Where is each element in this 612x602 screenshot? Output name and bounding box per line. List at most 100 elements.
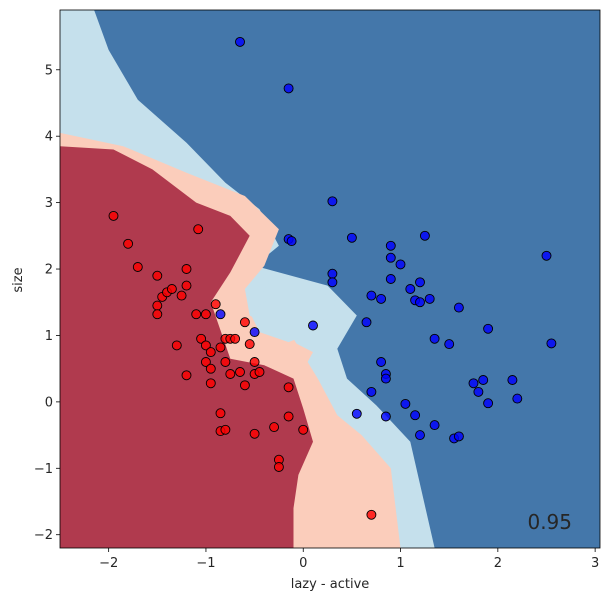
red-point-42 bbox=[273, 462, 284, 472]
scatter-points bbox=[108, 36, 557, 520]
y-tick-label-2: 0 bbox=[45, 395, 53, 410]
blue-point-1 bbox=[283, 83, 294, 94]
red-point-36 bbox=[249, 357, 260, 367]
x-tick-label-1: −1 bbox=[196, 556, 215, 571]
red-point-23 bbox=[215, 342, 226, 353]
blue-point-44 bbox=[478, 375, 489, 385]
red-point-13 bbox=[181, 370, 192, 381]
red-point-32 bbox=[235, 367, 245, 377]
blue-point-9 bbox=[385, 252, 396, 263]
red-point-24 bbox=[215, 408, 226, 419]
red-point-45 bbox=[298, 424, 309, 435]
red-point-3 bbox=[152, 270, 163, 281]
red-point-31 bbox=[230, 333, 241, 344]
red-point-20 bbox=[205, 363, 216, 374]
red-point-14 bbox=[191, 309, 202, 320]
x-axis-label: lazy - active bbox=[291, 577, 370, 592]
y-tick-label-6: 4 bbox=[45, 130, 53, 145]
blue-point-26 bbox=[546, 338, 557, 349]
red-point-43 bbox=[283, 382, 294, 393]
blue-point-10 bbox=[395, 259, 406, 270]
red-point-4 bbox=[152, 300, 163, 311]
blue-point-32 bbox=[380, 373, 391, 384]
red-point-38 bbox=[254, 367, 265, 377]
blue-point-42 bbox=[468, 378, 479, 389]
blue-point-37 bbox=[410, 410, 421, 421]
x-tick-label-2: 0 bbox=[299, 556, 307, 571]
red-point-16 bbox=[200, 309, 211, 320]
x-tick-label-3: 1 bbox=[396, 556, 404, 571]
blue-point-7 bbox=[327, 277, 338, 288]
blue-point-36 bbox=[400, 398, 411, 409]
blue-point-15 bbox=[405, 284, 416, 294]
blue-point-23 bbox=[429, 333, 440, 344]
blue-point-29 bbox=[308, 320, 318, 331]
red-point-15 bbox=[196, 333, 207, 344]
y-tick-label-7: 5 bbox=[45, 63, 53, 78]
blue-point-16 bbox=[415, 277, 425, 288]
y-tick-label-3: 1 bbox=[45, 329, 53, 344]
region-light-blue-0 bbox=[60, 10, 435, 548]
blue-point-13 bbox=[366, 290, 377, 301]
red-point-21 bbox=[205, 378, 216, 389]
blue-point-28 bbox=[249, 327, 260, 338]
red-point-9 bbox=[176, 290, 187, 301]
y-tick-label-4: 2 bbox=[45, 263, 53, 278]
red-point-19 bbox=[205, 347, 216, 358]
decision-regions bbox=[60, 10, 600, 548]
red-point-0 bbox=[108, 210, 119, 221]
blue-point-4 bbox=[286, 236, 297, 247]
blue-point-0 bbox=[235, 36, 245, 47]
red-point-33 bbox=[239, 317, 250, 328]
blue-point-30 bbox=[376, 357, 387, 367]
blue-point-45 bbox=[483, 398, 494, 409]
red-point-27 bbox=[220, 357, 231, 367]
blue-point-14 bbox=[376, 293, 387, 304]
x-tick-label-4: 2 bbox=[494, 556, 502, 571]
red-point-35 bbox=[244, 339, 255, 350]
red-point-10 bbox=[181, 264, 192, 274]
blue-point-6 bbox=[327, 268, 338, 279]
red-point-17 bbox=[200, 340, 211, 351]
red-point-22 bbox=[210, 299, 221, 310]
y-tick-label-1: −1 bbox=[34, 462, 53, 477]
blue-point-12 bbox=[419, 230, 430, 241]
blue-point-22 bbox=[361, 317, 372, 328]
blue-point-5 bbox=[346, 232, 357, 243]
red-point-11 bbox=[181, 280, 192, 291]
score-label: 0.95 bbox=[527, 510, 572, 534]
red-point-40 bbox=[269, 422, 280, 433]
red-point-18 bbox=[200, 357, 211, 367]
red-point-8 bbox=[166, 284, 177, 294]
x-tick-label-5: 3 bbox=[591, 556, 599, 571]
blue-point-33 bbox=[366, 386, 377, 397]
blue-point-25 bbox=[483, 323, 494, 334]
red-point-5 bbox=[152, 309, 163, 320]
blue-point-38 bbox=[415, 430, 425, 441]
blue-point-46 bbox=[507, 375, 518, 385]
red-point-34 bbox=[239, 380, 250, 391]
blue-point-19 bbox=[424, 293, 435, 304]
y-tick-label-5: 3 bbox=[45, 196, 53, 211]
red-point-28 bbox=[220, 424, 231, 435]
red-point-12 bbox=[171, 340, 182, 351]
y-axis-ticks: −2 −1 0 1 2 3 4 5 bbox=[34, 63, 60, 543]
region-dark-red-3 bbox=[60, 146, 313, 548]
red-point-46 bbox=[366, 509, 377, 520]
blue-point-11 bbox=[385, 274, 396, 284]
blue-point-27 bbox=[215, 309, 226, 320]
blue-point-35 bbox=[380, 411, 391, 422]
red-point-47 bbox=[193, 224, 204, 235]
red-point-39 bbox=[249, 428, 260, 439]
blue-point-20 bbox=[453, 302, 464, 313]
blue-point-18 bbox=[415, 297, 425, 308]
blue-point-24 bbox=[444, 339, 455, 350]
red-point-30 bbox=[225, 369, 236, 379]
red-point-44 bbox=[283, 411, 294, 422]
blue-point-47 bbox=[512, 393, 523, 404]
blue-point-43 bbox=[473, 386, 484, 397]
region-light-red-5 bbox=[264, 342, 313, 379]
x-axis-ticks: −2 −1 0 1 2 3 bbox=[99, 548, 599, 571]
region-dark-blue-1 bbox=[94, 10, 600, 548]
